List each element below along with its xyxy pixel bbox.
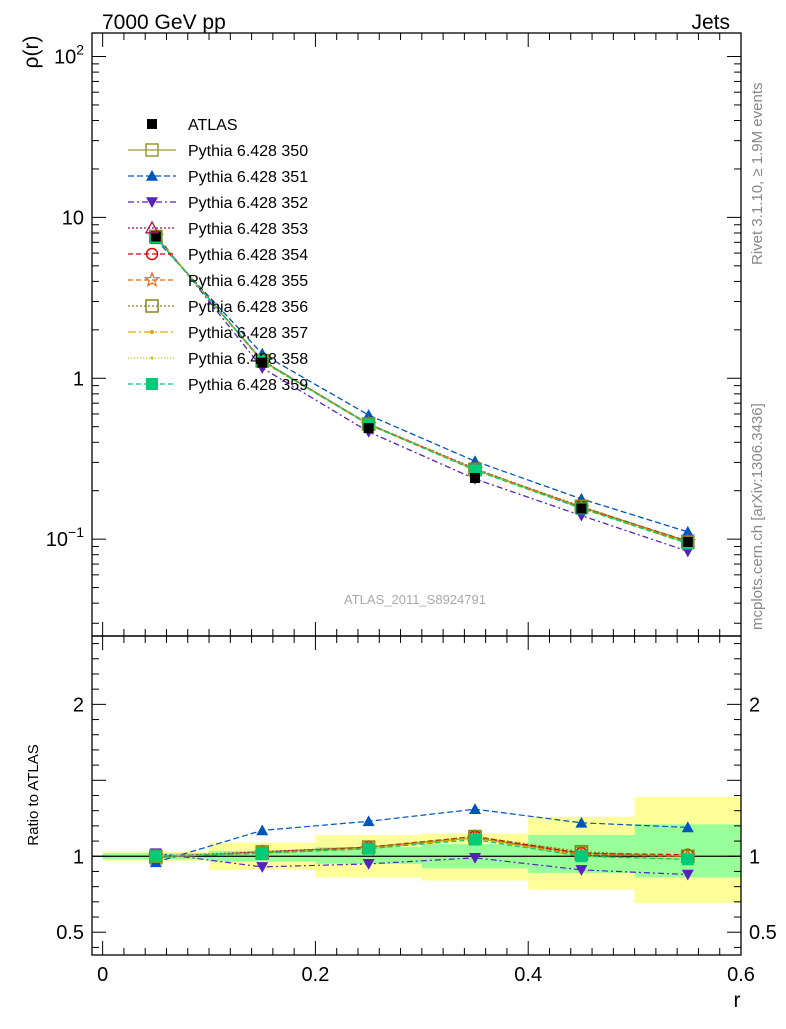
series-line-351 (155, 238, 688, 533)
legend-label-353: Pythia 6.428 353 (188, 221, 308, 238)
atlas-point (682, 536, 693, 547)
legend-marker-353 (144, 220, 160, 234)
ratio-ytick-label: 0.5 (56, 922, 84, 944)
ratio-marker-351 (681, 821, 694, 833)
header-right: Jets (691, 11, 730, 34)
ratio-xtick-label: 0 (97, 964, 108, 986)
ratio-line-351 (155, 808, 688, 863)
legend-marker-350 (145, 143, 159, 157)
ratio-marker-352 (681, 869, 694, 881)
panel-frames: 102 10 1 10−1 2 2 1 1 0.5 0.5 0 0.2 0.4 0.6 (46, 32, 777, 986)
ratio-ytick-label: 2 (73, 694, 84, 716)
ratio-marker-359 (681, 853, 694, 866)
ratio-line-359 (155, 838, 688, 860)
ratio-xtick-label: 0.2 (302, 964, 330, 986)
legend-label-atlas: ATLAS (188, 117, 238, 134)
atlas-point (470, 472, 481, 483)
main-ytick-label: 102 (54, 42, 84, 69)
ratio-marker-351 (575, 816, 588, 828)
ratio-ytick-label-right: 0.5 (749, 922, 777, 944)
legend-marker-358 (150, 356, 154, 360)
series-line-357 (155, 236, 689, 545)
ratio-xtick-label: 0.6 (727, 964, 755, 986)
legend-label-352: Pythia 6.428 352 (188, 195, 308, 212)
atlas-point (257, 357, 268, 368)
legend-label-351: Pythia 6.428 351 (188, 169, 308, 186)
legend-marker-355 (143, 271, 161, 288)
uncertainty-bands (102, 797, 741, 904)
legend-label-358: Pythia 6.428 358 (188, 351, 308, 368)
legend-label-350: Pythia 6.428 350 (188, 143, 308, 160)
ratio-marker-352 (256, 862, 269, 873)
band-green (315, 847, 422, 864)
main-ytick-label: 10 (62, 207, 84, 229)
ratio-line-353 (155, 835, 688, 857)
ratio-marker-351 (362, 815, 375, 827)
main-panel (147, 227, 697, 558)
ratio-marker-359 (575, 850, 588, 863)
legend-marker-359 (146, 378, 158, 390)
ratio-marker-352 (469, 852, 482, 864)
legend-marker-357 (150, 330, 154, 334)
ratio-ytick-label: 1 (73, 846, 84, 868)
analysis-watermark: ATLAS_2011_S8924791 (344, 592, 486, 607)
legend-marker-351 (146, 170, 158, 181)
series-line-359 (155, 237, 689, 545)
main-ytick-label: 10−1 (46, 524, 84, 551)
ratio-ytick-label-right: 2 (749, 694, 760, 716)
ratio-panel (92, 803, 741, 881)
ratio-line-352 (155, 852, 688, 876)
legend-label-357: Pythia 6.428 357 (188, 325, 308, 342)
legend-marker-356 (145, 299, 159, 313)
rivet-label: Rivet 3.1.10, ≥ 1.9M events (749, 83, 766, 266)
legend-marker-atlas (147, 119, 157, 129)
ratio-marker-351 (256, 824, 269, 836)
legend-label-354: Pythia 6.428 354 (188, 247, 308, 264)
ratio-marker-352 (575, 865, 588, 876)
legend: ATLAS Pythia 6.428 350 Pythia 6.428 351 Pyt… (128, 117, 308, 394)
ratio-xtick-label: 0.4 (514, 964, 542, 986)
atlas-point (150, 231, 161, 242)
ratio-xlabel: r (734, 989, 741, 1012)
legend-label-355: Pythia 6.428 355 (188, 273, 308, 290)
main-ylabel: ρ(r) (20, 36, 43, 69)
ratio-marker-359 (362, 842, 375, 855)
ratio-marker-359 (256, 847, 269, 860)
ratio-ytick-label-right: 1 (749, 846, 760, 868)
legend-marker-354 (145, 247, 159, 261)
atlas-point (363, 423, 374, 434)
main-ytick-label: 1 (73, 368, 84, 390)
atlas-point (576, 503, 587, 514)
ratio-marker-351 (469, 803, 482, 814)
series-line-352 (155, 234, 689, 552)
header-left: 7000 GeV pp (102, 11, 226, 34)
ratio-marker-352 (362, 859, 375, 870)
legend-label-356: Pythia 6.428 356 (188, 299, 308, 316)
ratio-marker-359 (469, 833, 482, 846)
legend-marker-352 (146, 197, 158, 208)
ratio-marker-359 (149, 850, 162, 863)
ratio-frame (91, 635, 742, 956)
legend-label-359: Pythia 6.428 359 (188, 377, 308, 394)
marker-351 (681, 525, 694, 537)
ratio-ylabel: Ratio to ATLAS (25, 744, 42, 845)
mcplots-label: mcplots.cern.ch [arXiv:1306.3436] (749, 403, 766, 630)
